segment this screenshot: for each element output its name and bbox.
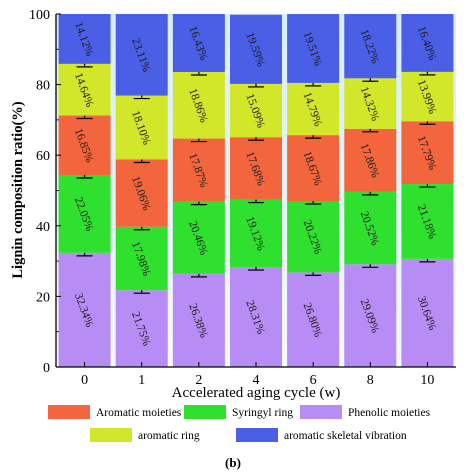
- legend-swatch: [236, 428, 278, 442]
- bar-segment: [401, 14, 454, 72]
- bar-segment: [344, 264, 397, 367]
- bars-group: 32.34%22.05%16.85%14.64%14.12%21.75%17.9…: [58, 13, 454, 367]
- bar-segment: [344, 191, 397, 265]
- legend-swatch: [48, 405, 90, 419]
- bar-segment: [115, 95, 168, 160]
- bar-segment: [58, 252, 111, 367]
- bar-segment: [230, 14, 282, 84]
- bar-segment: [115, 14, 168, 96]
- legend-label: aromatic ring: [138, 430, 200, 442]
- bar-segment: [115, 290, 168, 367]
- bar-segment: [172, 138, 225, 202]
- bar-segment: [230, 83, 282, 138]
- bar-segment: [401, 184, 454, 259]
- y-tick-label: 0: [43, 361, 50, 376]
- bar-segment: [344, 128, 397, 192]
- legend-label: Aromatic moieties: [96, 407, 182, 419]
- bar-segment: [344, 13, 397, 79]
- bar-segment: [58, 63, 111, 116]
- x-tick-label: 0: [81, 373, 88, 388]
- bar-segment: [172, 201, 225, 274]
- legend-swatch: [90, 428, 132, 442]
- y-axis-label: Lignin composition ratio(%): [10, 101, 26, 278]
- bar-segment: [172, 71, 225, 139]
- legend-label: aromatic skeletal vibration: [284, 430, 407, 442]
- bar-segment: [172, 273, 225, 367]
- legend-label: Phenolic moieties: [348, 407, 431, 419]
- legend: Aromatic moieties Syringyl ring Phenolic m…: [48, 405, 431, 442]
- x-tick-label: 6: [310, 373, 317, 388]
- x-axis-label: Accelerated aging cycle (w): [172, 385, 341, 401]
- legend-swatch: [184, 405, 226, 419]
- bar-segment: [287, 14, 340, 83]
- x-tick-label: 1: [138, 373, 145, 388]
- bar-segment: [287, 135, 340, 202]
- x-tick-label: 10: [420, 373, 434, 388]
- x-tick-label: 8: [367, 373, 374, 388]
- y-tick-label: 100: [29, 8, 50, 23]
- bar-segment: [230, 267, 282, 367]
- bar-segment: [230, 199, 282, 268]
- legend-label: Syringyl ring: [232, 407, 293, 419]
- bar-segment: [401, 121, 454, 185]
- bar-segment: [58, 115, 111, 176]
- bar-segment: [230, 137, 282, 200]
- bar-segment: [401, 71, 454, 122]
- bar-segment: [115, 159, 168, 227]
- y-tick-label: 20: [36, 290, 50, 305]
- y-tick-label: 60: [36, 149, 50, 164]
- bar-segment: [287, 201, 340, 273]
- panel-label: (b): [225, 455, 241, 470]
- bar-segment: [115, 226, 168, 291]
- bar-segment: [344, 78, 397, 129]
- legend-swatch: [300, 405, 342, 419]
- x-tick-label: 2: [195, 373, 202, 388]
- bar-segment: [287, 272, 340, 367]
- bar-segment: [58, 14, 111, 64]
- bar-segment: [401, 258, 454, 367]
- bar-segment: [287, 82, 340, 136]
- y-tick-label: 80: [36, 79, 50, 94]
- bar-segment: [58, 175, 111, 253]
- bar-segment: [172, 14, 225, 72]
- y-tick-label: 40: [36, 220, 50, 235]
- x-tick-label: 4: [253, 373, 260, 388]
